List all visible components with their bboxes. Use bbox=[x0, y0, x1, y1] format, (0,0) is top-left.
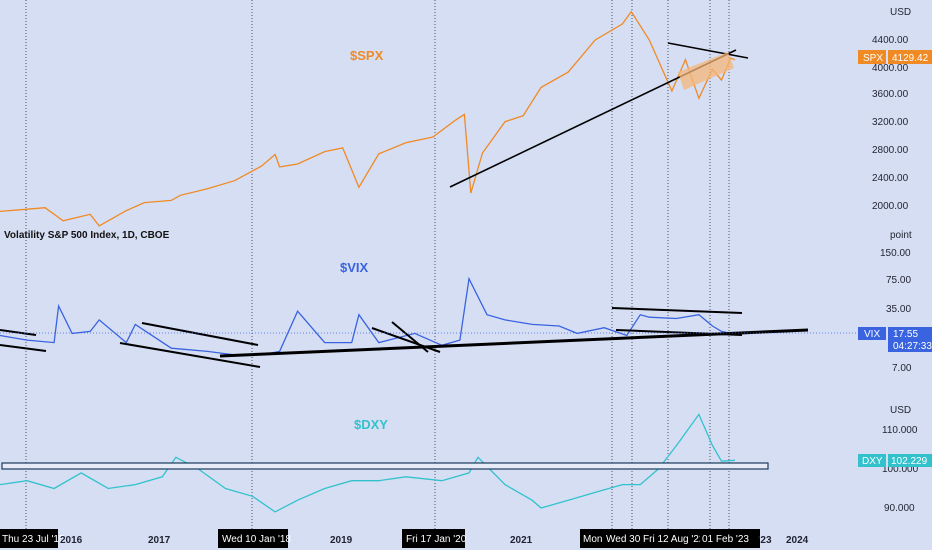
spx-tick-label: 4400.00 bbox=[872, 35, 909, 46]
spx-tick-label: 4000.00 bbox=[872, 63, 909, 74]
date-highlight-label: Fri 12 Aug '22 bbox=[643, 534, 705, 545]
vix-trendline[interactable] bbox=[0, 344, 47, 352]
date-highlight-box bbox=[402, 529, 465, 548]
spx-last-price: 4129.42 bbox=[892, 53, 929, 64]
vix-last-price-tag bbox=[888, 327, 932, 352]
date-highlight-box bbox=[700, 529, 760, 548]
spx-symbol-tag-label: SPX bbox=[863, 53, 883, 64]
spx-drawings[interactable] bbox=[449, 42, 749, 188]
spx-tick-label: 2400.00 bbox=[872, 173, 909, 184]
vix-tick-label: 150.00 bbox=[880, 248, 911, 259]
vix-unit-label: point bbox=[890, 230, 912, 241]
dxy-symbol-tag-label: DXY bbox=[862, 456, 883, 467]
vix-tick-label: 35.00 bbox=[886, 304, 911, 315]
spx-title: $SPX bbox=[350, 48, 384, 63]
date-highlight-box bbox=[603, 529, 641, 548]
x-tick-label: '23 bbox=[758, 535, 772, 546]
date-highlight-box bbox=[0, 529, 58, 548]
spx-tick-label: 3600.00 bbox=[872, 89, 909, 100]
dxy-symbol-tag bbox=[858, 454, 886, 467]
spx-tick-label: 2000.00 bbox=[872, 201, 909, 212]
dxy-horizontal-zone[interactable] bbox=[1, 462, 769, 470]
vix-title: $VIX bbox=[340, 260, 369, 275]
date-highlight-box bbox=[218, 529, 288, 548]
vix-subtitle: Volatility S&P 500 Index, 1D, CBOE bbox=[4, 230, 170, 241]
spx-price-scale[interactable]: USD 4400.00 4000.00 3600.00 3200.00 2800… bbox=[858, 7, 932, 212]
spx-tick-label: 3200.00 bbox=[872, 117, 909, 128]
vix-trendline[interactable] bbox=[141, 322, 259, 346]
date-highlight-label: Thu 23 Jul '15 bbox=[2, 534, 65, 545]
date-highlight-label: Wed 10 Jan '18 bbox=[222, 534, 291, 545]
date-highlight-label: Mon bbox=[583, 534, 602, 545]
vix-trendline[interactable] bbox=[119, 342, 261, 368]
dxy-price-scale[interactable]: USD 110.000 100.000 90.000 DXY 102.229 bbox=[858, 405, 932, 514]
vix-trendline[interactable] bbox=[391, 321, 429, 353]
spx-unit-label: USD bbox=[890, 7, 911, 18]
vix-symbol-tag bbox=[858, 327, 886, 340]
x-tick-label: 2019 bbox=[330, 535, 353, 546]
vix-tick-label: 75.00 bbox=[886, 275, 911, 286]
vix-last-price: 17.55 bbox=[893, 329, 918, 340]
date-highlight-label: 01 Feb '23 bbox=[702, 534, 749, 545]
vix-price-scale[interactable]: point 150.00 75.00 35.00 7.00 VIX 17.55 … bbox=[858, 230, 932, 374]
vix-resistance-trendline[interactable] bbox=[611, 307, 743, 314]
dxy-tick-label: 90.000 bbox=[884, 503, 915, 514]
dxy-last-price-tag bbox=[888, 454, 932, 467]
vix-trendline[interactable] bbox=[371, 327, 441, 353]
dxy-series-line[interactable] bbox=[0, 413, 736, 513]
vix-trendline[interactable] bbox=[0, 329, 37, 336]
dxy-unit-label: USD bbox=[890, 405, 911, 416]
dxy-tick-label: 100.000 bbox=[882, 464, 919, 475]
vix-trendline[interactable] bbox=[615, 329, 743, 336]
date-highlight-label: Fri 17 Jan '20 bbox=[406, 534, 467, 545]
vix-countdown: 04:27:33 bbox=[893, 341, 932, 352]
vix-symbol-tag-label: VIX bbox=[864, 329, 880, 340]
spx-wedge-zone[interactable] bbox=[678, 52, 734, 90]
spx-tick-label: 2800.00 bbox=[872, 145, 909, 156]
x-tick-label: 2024 bbox=[786, 535, 809, 546]
x-tick-label: 2016 bbox=[60, 535, 83, 546]
dxy-tick-label: 110.000 bbox=[882, 425, 918, 436]
dxy-title: $DXY bbox=[354, 417, 388, 432]
time-axis[interactable]: Thu 23 Jul '15 2016 2017 Wed 10 Jan '18 … bbox=[0, 529, 809, 548]
vix-series-line[interactable] bbox=[0, 276, 736, 356]
spx-resistance-trendline[interactable] bbox=[667, 42, 749, 59]
date-highlight-box bbox=[580, 529, 604, 548]
spx-last-price-tag bbox=[888, 50, 932, 64]
dxy-last-price: 102.229 bbox=[891, 456, 928, 467]
x-tick-label: 2021 bbox=[510, 535, 533, 546]
spx-symbol-tag bbox=[858, 50, 886, 64]
x-tick-label: 2017 bbox=[148, 535, 171, 546]
date-highlight-label: Wed 30 bbox=[606, 534, 641, 545]
spx-series-line[interactable] bbox=[0, 10, 736, 227]
vix-drawings[interactable] bbox=[0, 307, 809, 368]
vix-tick-label: 7.00 bbox=[892, 363, 912, 374]
date-highlight-box bbox=[641, 529, 707, 548]
